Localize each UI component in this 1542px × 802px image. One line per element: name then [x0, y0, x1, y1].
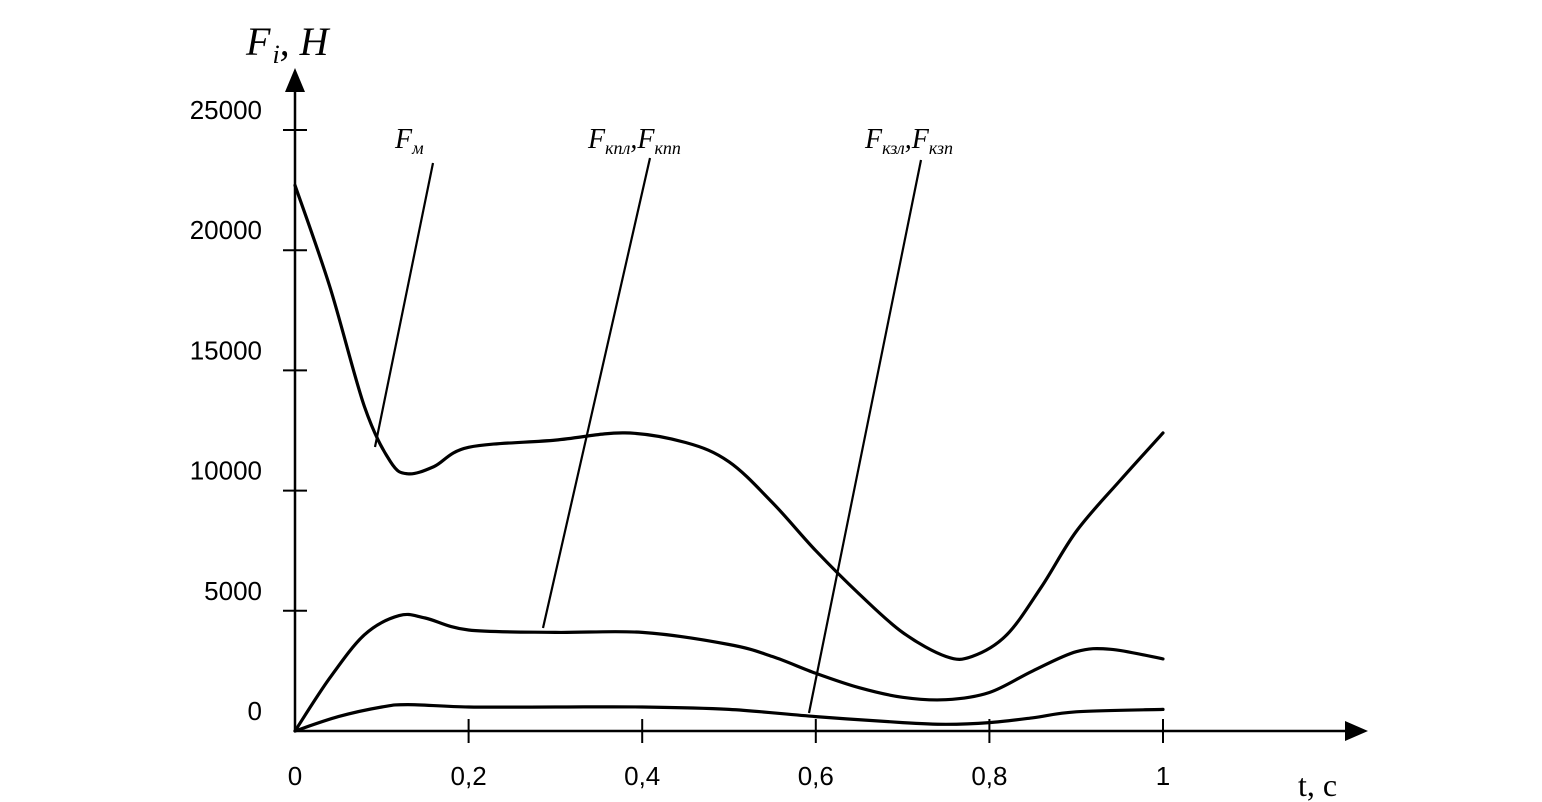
y-tick-label: 10000 [190, 456, 262, 486]
x-tick-label: 0 [288, 761, 302, 791]
tick-labels: 0 0,2 0,4 0,6 0,8 1 0 5000 10000 15000 20000 25000 [190, 95, 1171, 791]
y-tick-label: 0 [248, 696, 262, 726]
series-label-fkzl-fkzp: Fкзл,Fкзп [864, 124, 953, 158]
y-tick-label: 20000 [190, 215, 262, 245]
y-axis-arrow [285, 68, 305, 92]
leader-line-2 [807, 159, 923, 714]
y-tick-label: 25000 [190, 95, 262, 125]
leader-lines [373, 157, 923, 714]
series-line-fkzl-fkzp [293, 703, 1165, 733]
x-tick-label: 1 [1156, 761, 1170, 791]
y-tick-label: 5000 [204, 576, 262, 606]
x-tick-label: 0,4 [624, 761, 660, 791]
axes [285, 68, 1368, 741]
series-line-fm [293, 183, 1165, 661]
x-axis-title: t, c [1298, 767, 1337, 802]
leader-line-1 [541, 157, 652, 629]
x-axis-arrow [1345, 721, 1368, 741]
x-tick-label: 0,6 [798, 761, 834, 791]
ticks [283, 129, 1164, 743]
series-label-fm: Fм [394, 124, 424, 158]
leader-line-0 [373, 162, 435, 448]
y-axis-title: Fi, H [245, 19, 331, 69]
series-line-fkpl-fkpp [293, 612, 1165, 733]
series-lines [293, 183, 1165, 733]
y-tick-label: 15000 [190, 335, 262, 365]
series-label-fkpl-fkpp: Fкпл,Fкпп [587, 124, 681, 158]
x-tick-label: 0,8 [971, 761, 1007, 791]
x-tick-label: 0,2 [451, 761, 487, 791]
